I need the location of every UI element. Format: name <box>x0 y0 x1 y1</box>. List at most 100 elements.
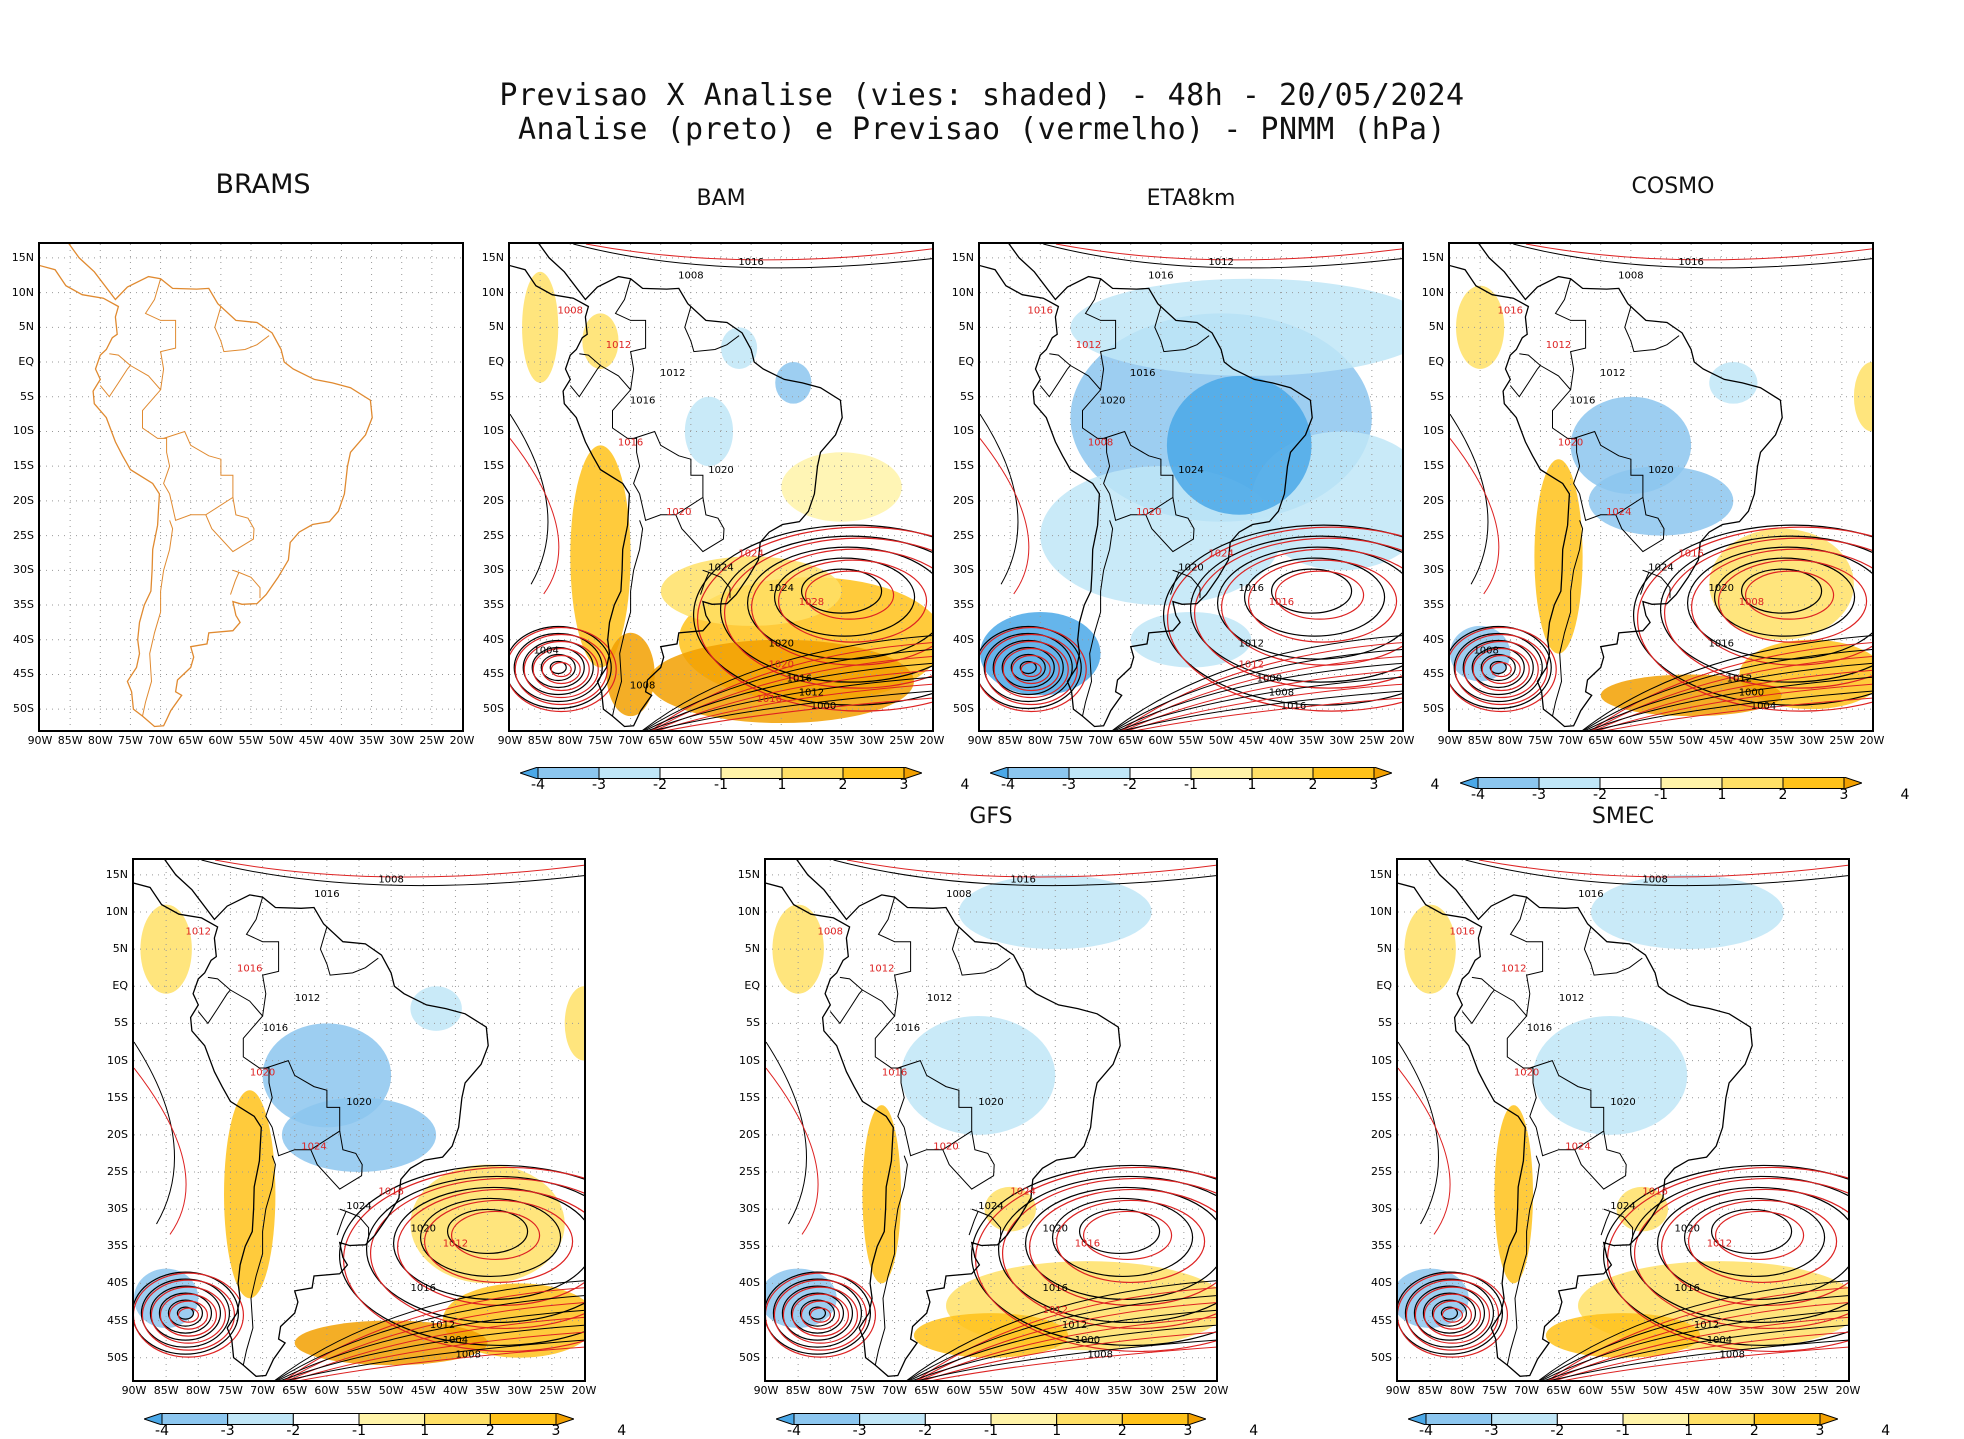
lat-tick-label: 25S <box>483 528 504 542</box>
forecast-isobar-label: 1012 <box>1043 1305 1068 1316</box>
country-border <box>336 1211 347 1236</box>
analysis-isobar <box>983 632 1073 703</box>
forecast-isobar <box>804 570 895 620</box>
colorbar-tick-label: -2 <box>286 1423 301 1439</box>
lon-tick-label: 20W <box>1203 1384 1229 1397</box>
forecast-isobar <box>510 626 617 713</box>
country-border <box>1540 365 1581 495</box>
forecast-isobar <box>1011 654 1051 685</box>
country-border <box>230 572 240 595</box>
lat-tick-label: 25S <box>107 1165 128 1178</box>
colorbar-tick-label: 4 <box>1900 787 1910 803</box>
country-border <box>897 1059 973 1157</box>
bias-area <box>766 1268 837 1328</box>
analysis-isobar <box>280 1324 584 1380</box>
forecast-isobar <box>450 1210 541 1261</box>
colorbar-icon <box>142 1410 576 1426</box>
forecast-isobar <box>1687 1199 1838 1284</box>
forecast-isobar-label: 1020 <box>1136 507 1161 518</box>
lat-tick-label: 40S <box>1423 632 1444 646</box>
analysis-isobar <box>912 1324 1216 1380</box>
forecast-isobar <box>932 1346 1216 1380</box>
country-border <box>951 926 1011 976</box>
country-border <box>142 520 174 717</box>
colorbar-tick-label: -1 <box>1616 1423 1630 1439</box>
analysis-isobar <box>1462 639 1534 696</box>
colorbar-tick-label: -2 <box>1593 787 1607 803</box>
analysis-isobar <box>510 413 549 585</box>
analysis-isobar <box>833 860 1216 887</box>
coastline <box>766 860 1121 1377</box>
forecast-isobar <box>777 559 928 643</box>
forecast-isobar <box>1591 642 1872 730</box>
bias-area <box>1590 874 1784 950</box>
analysis-isobar-label: 1024 <box>978 1201 1003 1212</box>
country-border <box>242 1155 276 1366</box>
analysis-isobar <box>1683 1197 1826 1278</box>
forecast-isobar <box>1121 642 1402 730</box>
lon-tick-label: 80W <box>185 1384 211 1397</box>
country-border <box>702 569 731 599</box>
lat-tick-label: 15N <box>951 250 974 264</box>
country-border <box>1600 1211 1611 1236</box>
analysis-isobar <box>653 690 932 730</box>
lon-tick-label: 70W <box>1088 734 1113 747</box>
analysis-isobar <box>1270 568 1353 614</box>
country-border <box>245 896 280 1017</box>
forecast-isobar <box>514 633 608 706</box>
analysis-isobar <box>522 639 594 696</box>
forecast-isobar-label: 1016 <box>378 1186 403 1197</box>
analysis-isobar <box>149 1285 222 1341</box>
country-border <box>968 1211 979 1236</box>
analysis-isobar <box>642 635 932 730</box>
lat-tick-label: 20S <box>739 1127 760 1141</box>
lon-tick-label: 80W <box>817 1384 843 1397</box>
lon-tick-label: 75W <box>1057 734 1083 747</box>
lon-tick-label: 85W <box>997 734 1023 747</box>
bias-shading <box>134 904 584 1366</box>
forecast-isobar-label: 1024 <box>1606 507 1631 518</box>
analysis-isobar <box>1001 646 1055 689</box>
lon-tick-label: 35W <box>1739 1384 1764 1397</box>
bias-shading <box>766 874 1216 1358</box>
forecast-isobar <box>809 1307 832 1323</box>
forecast-isobar-label: 1020 <box>666 507 691 518</box>
forecast-isobar <box>1055 244 1402 261</box>
lon-tick-label: 40W <box>328 734 354 747</box>
forecast-isobar-label: 1016 <box>1075 1238 1100 1249</box>
analysis-isobar-label: 1016 <box>314 889 339 900</box>
forecast-isobar <box>773 1279 868 1351</box>
analysis-isobar <box>720 535 932 683</box>
lat-tick-label: 5S <box>1378 1016 1392 1030</box>
analysis-isobar <box>907 1295 1216 1380</box>
colorbar-tick-label: -3 <box>852 1423 867 1439</box>
forecast-isobar <box>1124 669 1402 730</box>
forecast-isobar <box>697 526 932 712</box>
country-border <box>612 520 644 717</box>
analysis-isobar-label: 1012 <box>1062 1320 1087 1331</box>
lat-tick-label: 15S <box>739 1090 760 1104</box>
lon-tick-label: 25W <box>1803 1384 1829 1397</box>
lon-tick-label: 60W <box>1148 734 1174 747</box>
country-border <box>1642 569 1671 599</box>
lat-tick-label: 35S <box>1423 598 1444 612</box>
colorbar-tick-label: 1 <box>1717 787 1727 803</box>
lat-tick-label: EQ <box>112 979 128 993</box>
country-border <box>1554 278 1587 390</box>
isobars <box>1450 244 1872 730</box>
bias-area <box>772 904 824 994</box>
forecast-isobar <box>652 655 932 730</box>
analysis-isobar <box>800 568 883 614</box>
colorbar-tick-label: -1 <box>714 777 728 793</box>
lon-tick-label: 25W <box>1171 1384 1197 1397</box>
lat-tick-label: 45S <box>13 667 34 681</box>
forecast-isobar <box>666 697 932 730</box>
lat-tick-label: 45S <box>483 667 504 681</box>
forecast-isobar <box>1450 626 1557 713</box>
analysis-isobar-label: 1004 <box>443 1335 468 1346</box>
lat-tick-label: 35S <box>483 598 504 612</box>
lon-tick-label: 30W <box>1799 734 1825 747</box>
forecast-isobar <box>1441 1307 1464 1323</box>
country-border <box>232 569 261 599</box>
analysis-isobar <box>540 653 576 682</box>
